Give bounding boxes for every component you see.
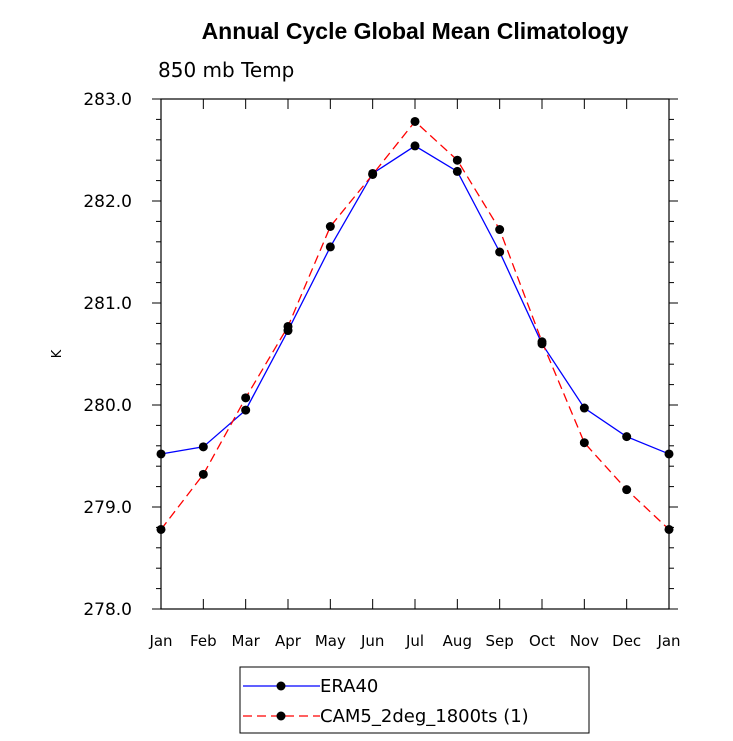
data-point-cam5: [410, 116, 420, 126]
y-tick-label: 281.0: [83, 294, 132, 314]
x-tick-label: Sep: [486, 632, 514, 650]
x-tick-label: May: [315, 632, 346, 650]
data-point-cam5: [537, 337, 547, 347]
data-point-era40: [325, 242, 335, 252]
x-tick-label: Jun: [360, 632, 384, 650]
data-point-cam5: [325, 222, 335, 231]
x-tick-label: Aug: [443, 632, 472, 650]
x-tick-label: Dec: [612, 632, 641, 650]
x-tick-label: Oct: [529, 632, 555, 650]
legend-marker-era40: [276, 681, 286, 691]
y-tick-label: 282.0: [83, 192, 132, 212]
data-point-era40: [410, 141, 420, 151]
x-tick-label: Jan: [656, 632, 680, 650]
data-point-cam5: [241, 393, 251, 403]
data-point-cam5: [283, 321, 293, 331]
data-point-cam5: [452, 155, 462, 165]
y-tick-label: 279.0: [83, 498, 132, 518]
data-point-era40: [495, 247, 505, 257]
data-point-era40: [241, 405, 251, 415]
y-tick-label: 283.0: [83, 90, 132, 110]
data-point-cam5: [495, 225, 505, 235]
y-tick-label: 280.0: [83, 396, 132, 416]
legend-box: [239, 666, 590, 734]
x-tick-label: Jul: [405, 632, 424, 650]
data-point-cam5: [156, 524, 166, 534]
data-point-cam5: [664, 524, 674, 534]
chart-subtitle: 850 mb Temp: [158, 58, 294, 82]
series-line-cam5: [160, 120, 670, 530]
y-axis-label: K: [50, 349, 65, 358]
legend-label-cam5: CAM5_2deg_1800ts (1): [320, 706, 529, 727]
x-tick-label: Mar: [232, 632, 261, 650]
x-tick-label: Feb: [190, 632, 217, 650]
legend: ERA40 CAM5_2deg_1800ts (1): [239, 666, 590, 734]
axis-ticks: Jan Feb Mar Apr May Jun Jul Aug Sep Oct Nov Dec Jan 2…: [83, 90, 680, 650]
series-line-era40: [160, 145, 670, 455]
data-point-cam5: [368, 169, 378, 179]
data-point-era40: [452, 166, 462, 176]
legend-label-era40: ERA40: [320, 676, 378, 697]
series-markers: [156, 116, 674, 534]
plot-frame: [160, 98, 670, 610]
data-point-era40: [579, 403, 589, 413]
legend-marker-cam5: [276, 711, 286, 721]
data-point-era40: [664, 449, 674, 459]
y-tick-label: 278.0: [83, 600, 132, 620]
data-point-cam5: [579, 438, 589, 448]
data-point-era40: [156, 449, 166, 459]
x-tick-label: Nov: [570, 632, 599, 650]
x-tick-label: Apr: [275, 632, 302, 650]
data-point-cam5: [198, 469, 208, 479]
series-lines: [160, 120, 670, 530]
data-point-cam5: [622, 485, 632, 495]
chart-title: Annual Cycle Global Mean Climatology: [202, 18, 629, 44]
x-tick-label: Jan: [148, 632, 172, 650]
data-point-era40: [198, 442, 208, 452]
data-point-era40: [622, 432, 632, 442]
